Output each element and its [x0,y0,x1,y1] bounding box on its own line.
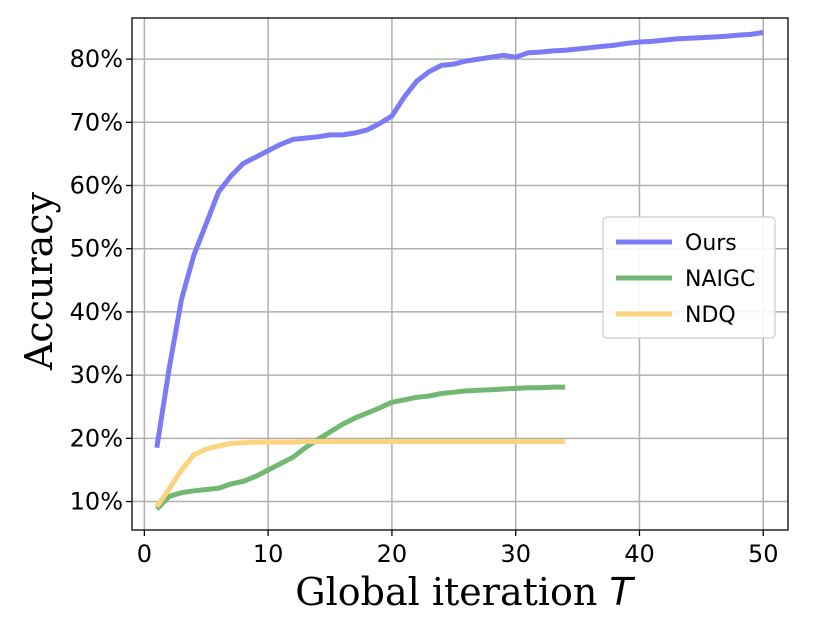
x-tick-label: 0 [137,540,152,568]
plot-frame [131,17,789,531]
legend-box [602,216,776,339]
x-tick-label: 50 [748,540,779,568]
y-tick-label: 50% [70,235,123,263]
series-line-ndq [154,439,566,509]
axis-ticks: 0 10 20 30 40 50 10% 20% 30% 40% 50% 60% 70% 80% [70,45,779,568]
legend-label: NDQ [685,303,736,328]
series-line-ours [154,30,764,449]
y-tick-label: 20% [70,424,123,452]
y-tick-label: 70% [70,108,123,136]
x-axis-label-variable: T [609,570,635,614]
series-line-naigc [155,384,566,511]
x-tick-label: 10 [253,540,284,568]
legend-label: Ours [685,231,737,256]
legend-label: NAIGC [685,267,755,292]
y-tick-label: 10% [70,488,123,516]
y-tick-label: 80% [70,45,123,73]
x-axis-label: Global iteration T [295,570,635,614]
x-tick-label: 30 [500,540,531,568]
y-tick-label: 60% [70,172,123,200]
legend: Ours NAIGC NDQ [602,216,776,339]
y-tick-label: 30% [70,361,123,389]
x-tick-label: 20 [377,540,408,568]
x-axis-label-text: Global iteration [295,570,597,614]
y-axis-label: Accuracy [17,191,61,371]
y-tick-label: 40% [70,298,123,326]
series-lines [154,30,764,511]
x-tick-label: 40 [624,540,655,568]
